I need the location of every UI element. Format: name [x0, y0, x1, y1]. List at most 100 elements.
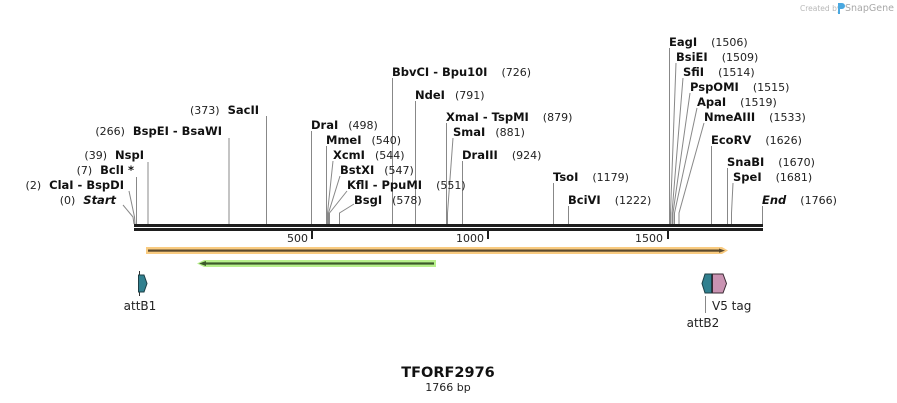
enzyme-label-sfii[interactable]: SfiI (1514)	[683, 65, 755, 79]
feature-orf-forward[interactable]	[146, 247, 728, 254]
enzyme-position: (544)	[375, 149, 405, 162]
enzyme-position: (1222)	[615, 194, 652, 207]
enzyme-name: EagI	[669, 35, 697, 49]
enzyme-position: (1509)	[722, 51, 759, 64]
feature-orf-reverse[interactable]	[197, 260, 436, 267]
enzyme-position: (726)	[501, 66, 531, 79]
cut-line-sfii	[671, 77, 684, 224]
enzyme-label-kfli[interactable]: KflI - PpuMI (551)	[347, 178, 466, 192]
enzyme-label-xcmi[interactable]: XcmI (544)	[333, 148, 405, 162]
enzyme-label-apai[interactable]: ApaI (1519)	[697, 95, 777, 109]
enzyme-name: SnaBI	[727, 155, 764, 169]
enzyme-position: (1515)	[753, 81, 790, 94]
enzyme-label-bsiei[interactable]: BsiEI (1509)	[676, 50, 758, 64]
enzyme-label-bstxi[interactable]: BstXI (547)	[340, 163, 414, 177]
enzyme-name: BciVI	[568, 193, 601, 207]
attb1-label: attB1	[124, 299, 157, 313]
enzyme-label-mmei[interactable]: MmeI (540)	[326, 133, 401, 147]
enzyme-label-bsgi[interactable]: BsgI (578)	[354, 193, 422, 207]
enzyme-name: TsoI	[553, 170, 578, 184]
enzyme-name: BsgI	[354, 193, 382, 207]
enzyme-position: (39)	[84, 149, 107, 162]
enzyme-position: (1626)	[765, 134, 802, 147]
enzyme-position: (791)	[455, 89, 485, 102]
snapgene-branding: Created by SnapGene	[800, 3, 894, 14]
attb2-feature-icon	[701, 273, 712, 294]
orf-forward-core	[148, 249, 720, 252]
enzyme-label-nspi[interactable]: (39) NspI	[84, 148, 144, 162]
enzyme-position: (578)	[392, 194, 422, 207]
enzyme-name: DraI	[311, 118, 338, 132]
enzyme-label-eagi[interactable]: EagI (1506)	[669, 35, 748, 49]
cut-line-smai	[447, 137, 454, 224]
enzyme-name: ClaI - BspDI	[49, 178, 124, 192]
enzyme-position: (879)	[543, 111, 573, 124]
feature-attb1[interactable]: attB1	[124, 271, 157, 313]
enzyme-label-clai[interactable]: (2) ClaI - BspDI	[26, 178, 124, 192]
cut-line-kfli	[329, 190, 348, 224]
enzyme-name: BsiEI	[676, 50, 708, 64]
snapgene-brand-text: SnapGene	[845, 3, 894, 14]
feature-v5-tag[interactable]: V5 tag	[712, 273, 751, 313]
enzyme-label-bbvci[interactable]: BbvCI - Bpu10I (726)	[392, 65, 531, 79]
tick-1000	[487, 230, 489, 239]
tick-label-500: 500	[287, 232, 308, 245]
enzyme-name: KflI - PpuMI	[347, 178, 422, 192]
enzyme-position: (1179)	[592, 171, 629, 184]
enzyme-label-drai[interactable]: DraI (498)	[311, 118, 378, 132]
enzyme-name: XcmI	[333, 148, 365, 162]
created-by-text: Created by	[800, 4, 842, 13]
enzyme-name: SpeI	[733, 170, 762, 184]
enzyme-position: (924)	[512, 149, 542, 162]
enzyme-name: BbvCI - Bpu10I	[392, 65, 487, 79]
scale-ticks: 500 1000 1500	[287, 230, 669, 245]
cut-line-clai	[128, 190, 136, 225]
enzyme-label-smai[interactable]: SmaI (881)	[453, 125, 525, 139]
sequence-backbone[interactable]	[134, 224, 763, 231]
snapgene-logo-icon	[838, 3, 845, 14]
enzyme-label-draiii[interactable]: DraIII (924)	[462, 148, 541, 162]
map-title-block: TFORF2976 1766 bp	[401, 365, 495, 394]
enzyme-label-ecorv[interactable]: EcoRV (1626)	[711, 133, 802, 147]
enzyme-label-spei[interactable]: SpeI (1681)	[733, 170, 812, 184]
enzyme-position: (266)	[95, 125, 125, 138]
enzyme-name: NdeI	[415, 88, 445, 102]
enzyme-position: (1533)	[769, 111, 806, 124]
cut-line-apai	[674, 107, 698, 224]
cut-line-xcmi	[327, 160, 334, 224]
enzyme-label-ndei[interactable]: NdeI (791)	[415, 88, 485, 102]
enzyme-label-sacii[interactable]: (373) SacII	[190, 103, 259, 117]
map-length: 1766 bp	[425, 381, 470, 394]
enzyme-position: (498)	[348, 119, 378, 132]
orf-reverse-core	[204, 262, 434, 265]
orf-reverse-arrowhead-icon	[199, 261, 206, 266]
enzyme-position: (1766)	[800, 194, 837, 207]
enzyme-position: (1519)	[740, 96, 777, 109]
enzyme-label-end[interactable]: End (1766)	[762, 193, 837, 207]
enzyme-position: (1506)	[711, 36, 748, 49]
enzyme-position: (373)	[190, 104, 220, 117]
enzyme-label-bcivi[interactable]: BciVI (1222)	[568, 193, 651, 207]
enzyme-label-bspei[interactable]: (266) BspEI - BsaWI	[95, 124, 222, 138]
enzyme-label-xmai[interactable]: XmaI - TspMI (879)	[446, 110, 572, 124]
enzyme-label-start[interactable]: (0) Start	[60, 193, 117, 207]
cut-line-bsgi	[339, 203, 355, 224]
enzyme-label-nmeaiii[interactable]: NmeAIII (1533)	[704, 110, 806, 124]
cut-line-start	[122, 204, 135, 225]
enzyme-name: End	[762, 193, 787, 207]
enzyme-label-tsoi[interactable]: TsoI (1179)	[553, 170, 629, 184]
enzyme-labels-right: DraI (498) MmeI (540) XcmI (544) BstXI (547)…	[311, 35, 837, 207]
feature-attb2[interactable]: attB2	[687, 273, 720, 330]
enzyme-label-pspomi[interactable]: PspOMI (1515)	[690, 80, 789, 94]
enzyme-name: BstXI	[340, 163, 374, 177]
enzyme-position: (551)	[436, 179, 466, 192]
enzyme-name: SacII	[228, 103, 259, 117]
enzyme-label-bcli[interactable]: (7) BclI *	[77, 163, 134, 177]
tick-label-1500: 1500	[635, 232, 663, 245]
enzyme-name: MmeI	[326, 133, 362, 147]
enzyme-position: (881)	[495, 126, 525, 139]
enzyme-name: SmaI	[453, 125, 485, 139]
enzyme-label-snabi[interactable]: SnaBI (1670)	[727, 155, 815, 169]
enzyme-labels-left: (0) Start (2) ClaI - BspDI (7) BclI * (39) N…	[26, 103, 259, 207]
